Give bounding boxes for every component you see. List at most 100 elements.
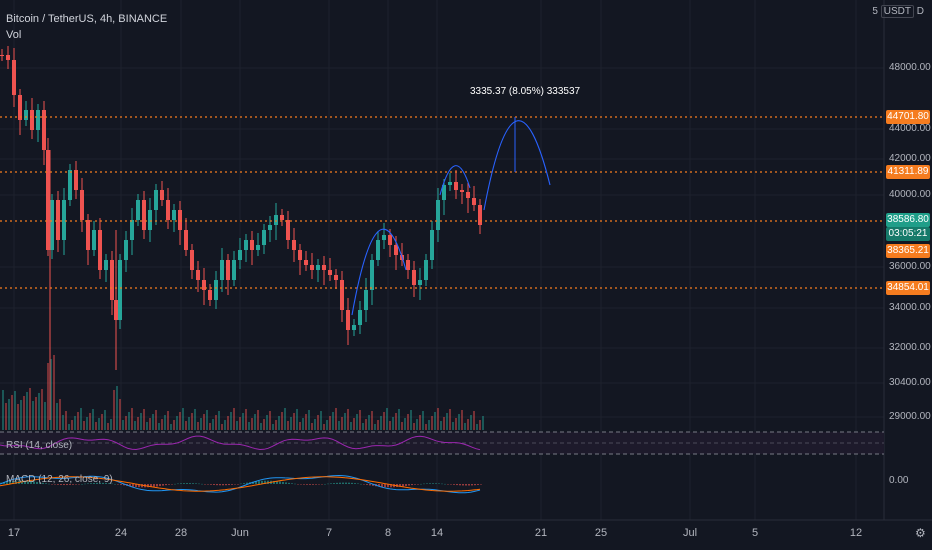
volume-bar — [311, 423, 313, 430]
macd-bar — [156, 484, 158, 487]
measure-label[interactable]: 3335.37 (8.05%) 333537 — [470, 86, 581, 97]
arc-drawing-1[interactable] — [351, 228, 407, 316]
candle-body — [478, 205, 482, 225]
volume-bar — [389, 421, 391, 430]
volume-bar — [245, 409, 247, 430]
macd-tick: 0.00 — [889, 475, 909, 486]
macd-pane — [0, 474, 482, 494]
candle-body — [328, 270, 332, 275]
symbol-title[interactable]: Bitcoin / TetherUS, 4h, BINANCE — [6, 13, 168, 25]
macd-bar — [411, 484, 413, 486]
macd-bar — [414, 484, 416, 485]
volume-bar — [278, 416, 280, 430]
arc-drawing-2[interactable] — [439, 165, 471, 196]
macd-bar — [456, 484, 458, 486]
candle-body — [436, 200, 440, 230]
macd-bar — [81, 483, 83, 485]
macd-bar — [297, 484, 299, 485]
macd-label[interactable]: MACD (12, 26, close, 9) — [6, 474, 113, 485]
macd-bar — [402, 484, 404, 487]
volume-bar — [404, 418, 406, 430]
volume-bar — [59, 399, 61, 430]
currency-selector[interactable]: 5 USDT D — [872, 5, 924, 18]
candle-body — [466, 192, 470, 198]
volume-bar — [380, 416, 382, 430]
volume-bar — [47, 363, 49, 430]
macd-bar — [72, 484, 74, 485]
macd-bar — [42, 482, 44, 484]
level-tag-38365[interactable]: 38365.21 — [886, 244, 930, 258]
price-tick: 36000.00 — [889, 261, 931, 272]
macd-bar — [315, 484, 317, 485]
macd-bar — [3, 482, 5, 484]
macd-bar — [222, 484, 224, 486]
volume-bar — [38, 393, 40, 430]
volume-bar — [131, 408, 133, 430]
currency-label[interactable]: USDT — [880, 5, 914, 18]
volume-bar — [329, 416, 331, 430]
level-tag-44701[interactable]: 44701.80 — [886, 110, 930, 124]
horizontal-levels[interactable] — [0, 116, 884, 289]
macd-bar — [378, 484, 380, 487]
volume-bar — [392, 417, 394, 430]
volume-bar — [224, 420, 226, 430]
volume-bar — [482, 416, 484, 430]
volume-label[interactable]: Vol — [6, 29, 22, 41]
candle-body — [358, 310, 362, 325]
macd-bar — [366, 484, 368, 485]
macd-bar — [276, 481, 278, 484]
candle-body — [148, 210, 152, 230]
macd-bar — [90, 483, 92, 484]
macd-bar — [429, 483, 431, 484]
macd-bar — [390, 484, 392, 488]
candle-body — [256, 245, 260, 250]
volume-bar — [140, 413, 142, 430]
candle-body — [184, 230, 188, 250]
volume-bar — [464, 423, 466, 430]
volume-bar — [14, 391, 16, 430]
volume-bar — [98, 418, 100, 430]
volume-bar — [155, 410, 157, 430]
drawing-arcs[interactable] — [351, 117, 551, 316]
candle-body — [220, 260, 224, 280]
volume-bar — [176, 416, 178, 430]
macd-bar — [57, 484, 59, 485]
macd-bar — [330, 483, 332, 484]
volume-bar — [68, 424, 70, 430]
volume-bar — [215, 415, 217, 430]
candle-body — [340, 280, 344, 310]
volume-bar — [314, 419, 316, 430]
macd-bar — [159, 484, 161, 487]
date-tick: 7 — [325, 527, 333, 539]
candle-body — [130, 220, 134, 240]
macd-bar — [360, 483, 362, 485]
volume-bar — [44, 402, 46, 430]
volume-bar — [479, 420, 481, 430]
candle-body — [250, 240, 254, 250]
macd-bar — [48, 483, 50, 485]
gear-icon[interactable]: ⚙ — [915, 526, 926, 540]
candle-body — [280, 215, 284, 220]
volume-bar — [275, 420, 277, 430]
candle-body — [196, 270, 200, 280]
volume-bar — [377, 420, 379, 430]
date-tick: Jul — [682, 527, 698, 539]
macd-bar — [399, 484, 401, 487]
volume-bar — [230, 412, 232, 430]
volume-bar — [65, 411, 67, 430]
macd-bar — [198, 483, 200, 485]
volume-bar — [191, 413, 193, 430]
arc-drawing-3[interactable] — [483, 120, 551, 211]
rsi-label[interactable]: RSI (14, close) — [6, 440, 73, 451]
level-tag-34854[interactable]: 34854.01 — [886, 281, 930, 295]
candle-body — [0, 55, 4, 56]
macd-bar — [477, 484, 479, 485]
volume-bar — [152, 414, 154, 430]
volume-bar — [149, 418, 151, 430]
volume-bar — [368, 415, 370, 430]
macd-bar — [192, 483, 194, 484]
volume-bar — [2, 390, 4, 430]
candlesticks — [0, 46, 482, 420]
level-tag-41311[interactable]: 41311.89 — [886, 165, 930, 179]
